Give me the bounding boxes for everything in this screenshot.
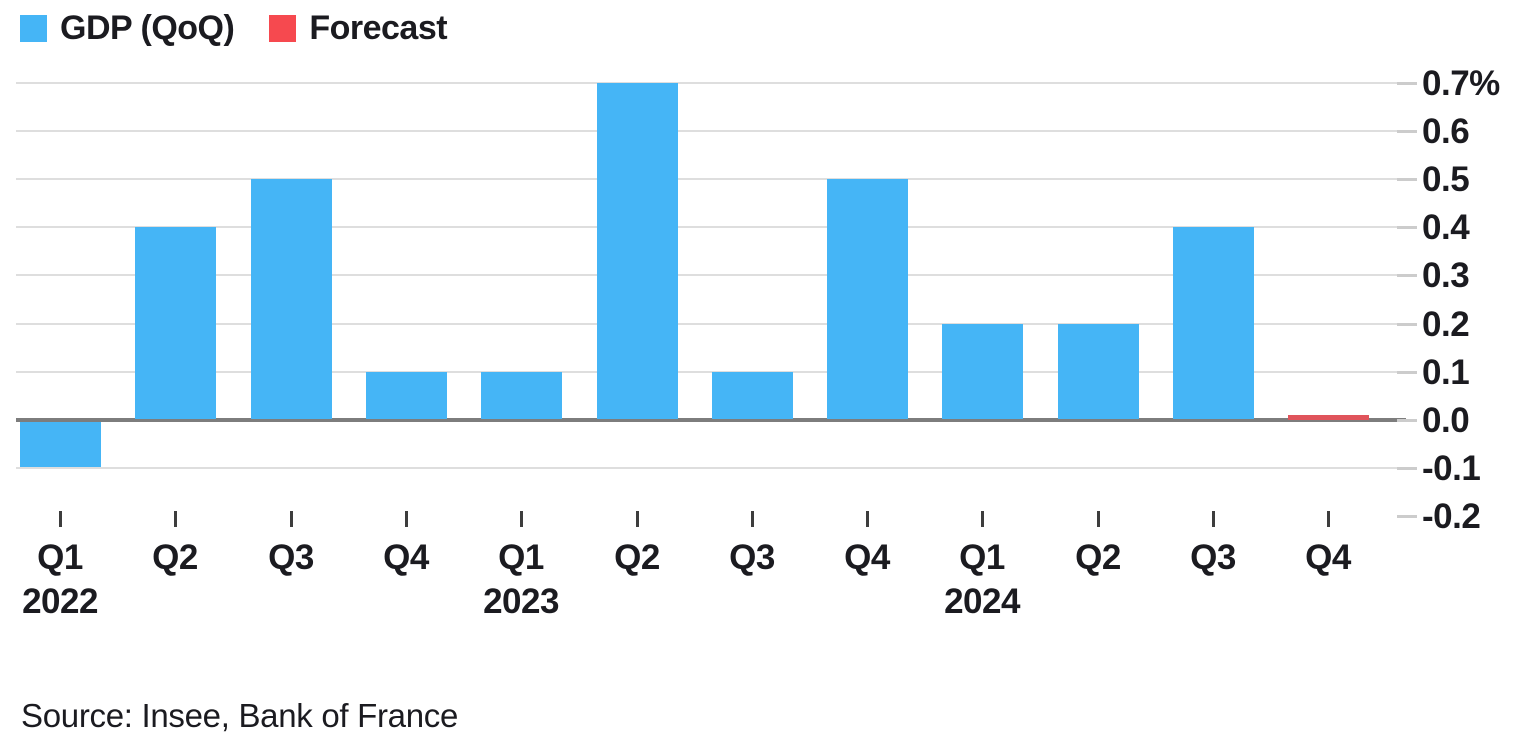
- gdp-bar: [942, 324, 1023, 419]
- x-axis-label: Q1: [498, 538, 544, 577]
- y-axis-tick: [1397, 274, 1417, 277]
- gridline: [16, 178, 1404, 180]
- gdp-bar: [135, 227, 216, 419]
- x-axis-tick: [981, 511, 984, 527]
- chart-legend: GDP (QoQ) Forecast: [20, 8, 482, 47]
- y-axis-tick: [1397, 178, 1417, 181]
- y-axis-label: -0.1: [1422, 449, 1481, 488]
- y-axis-label: 0.4: [1422, 208, 1470, 247]
- gdp-bar: [827, 179, 908, 419]
- gdp-bar: [251, 179, 332, 419]
- x-axis-label: Q4: [383, 538, 429, 577]
- x-axis-label: Q3: [729, 538, 775, 577]
- gridline: [16, 226, 1404, 228]
- x-axis-label: Q2: [614, 538, 660, 577]
- y-axis-tick: [1397, 323, 1417, 326]
- legend-swatch-gdp-icon: [20, 14, 47, 42]
- y-axis-tick: [1397, 130, 1417, 133]
- x-axis-label: Q4: [1305, 538, 1351, 577]
- gdp-bar: [366, 372, 447, 419]
- y-axis-label: 0.7%: [1422, 64, 1500, 103]
- y-axis-tick: [1397, 226, 1417, 229]
- x-axis-tick: [1327, 511, 1330, 527]
- x-axis-tick: [866, 511, 869, 527]
- gdp-bar: [712, 372, 793, 419]
- legend-label-gdp: GDP (QoQ): [60, 8, 235, 47]
- x-axis-tick: [174, 511, 177, 527]
- y-axis-tick: [1397, 515, 1417, 518]
- x-axis-tick: [1097, 511, 1100, 527]
- gridline: [16, 371, 1404, 373]
- x-axis-label: Q3: [1190, 538, 1236, 577]
- x-axis-label: Q4: [844, 538, 890, 577]
- gdp-bar: [20, 422, 101, 467]
- y-axis-label: 0.1: [1422, 353, 1470, 392]
- zero-baseline: [16, 418, 1406, 422]
- legend-label-forecast: Forecast: [309, 8, 448, 47]
- x-axis-label: Q2: [1075, 538, 1121, 577]
- y-axis-label: -0.2: [1422, 497, 1481, 536]
- year-label: 2022: [22, 582, 98, 621]
- gdp-bar: [1173, 227, 1254, 419]
- y-axis-label: 0.3: [1422, 256, 1470, 295]
- x-axis-tick: [520, 511, 523, 527]
- gdp-bar: [481, 372, 562, 419]
- gdp-bar: [597, 83, 678, 419]
- gridline: [16, 130, 1404, 132]
- x-axis-tick: [751, 511, 754, 527]
- year-label: 2024: [944, 582, 1020, 621]
- gridline: [16, 274, 1404, 276]
- x-axis-tick: [405, 511, 408, 527]
- x-axis-tick: [290, 511, 293, 527]
- y-axis-tick: [1397, 82, 1417, 85]
- gridline: [16, 82, 1404, 84]
- x-axis-label: Q1: [959, 538, 1005, 577]
- x-axis-label: Q3: [268, 538, 314, 577]
- x-axis-tick: [636, 511, 639, 527]
- y-axis-tick: [1397, 467, 1417, 470]
- y-axis-tick: [1397, 419, 1417, 422]
- y-axis-label: 0.0: [1422, 401, 1470, 440]
- x-axis-label: Q1: [37, 538, 83, 577]
- y-axis-label: 0.2: [1422, 305, 1470, 344]
- forecast-bar: [1288, 415, 1369, 420]
- y-axis-label: 0.5: [1422, 160, 1470, 199]
- source-note: Source: Insee, Bank of France: [21, 697, 459, 734]
- gdp-bar: [1058, 324, 1139, 419]
- x-axis-tick: [1212, 511, 1215, 527]
- gridline: [16, 323, 1404, 325]
- x-axis-tick: [59, 511, 62, 527]
- legend-swatch-forecast-icon: [269, 14, 297, 42]
- y-axis-label: 0.6: [1422, 112, 1470, 151]
- year-label: 2023: [483, 582, 559, 621]
- gridline: [16, 467, 1404, 469]
- y-axis-tick: [1397, 371, 1417, 374]
- x-axis-label: Q2: [152, 538, 198, 577]
